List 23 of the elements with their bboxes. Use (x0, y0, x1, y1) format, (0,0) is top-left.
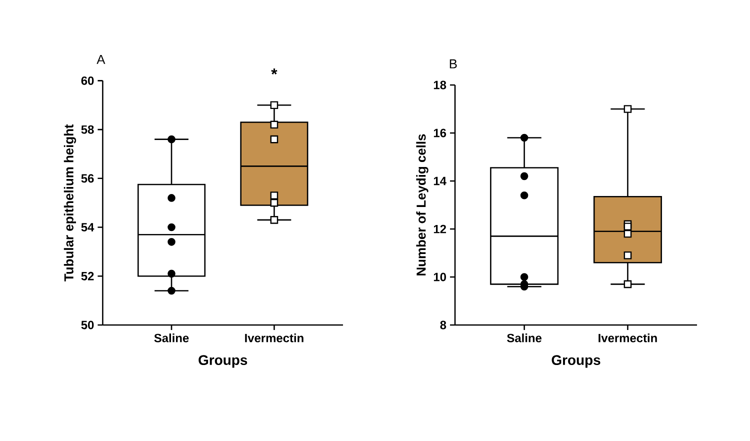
y-tick-label: 54 (81, 223, 94, 232)
y-tick-label: 60 (81, 76, 94, 85)
x-tick-label: Ivermectin (245, 334, 304, 342)
y-tick-label: 56 (81, 174, 94, 183)
y-tick-label: 8 (440, 320, 446, 330)
y-tick-label: 14 (434, 176, 446, 186)
y-tick-label: 50 (81, 320, 94, 330)
text: * (271, 68, 278, 74)
y-axis-title: Tubular epithelium height (64, 124, 76, 282)
x-tick-label: Saline (154, 334, 189, 342)
y-tick-label: 12 (434, 224, 446, 234)
y-tick-label: 18 (434, 80, 446, 90)
chart-title: B (450, 59, 457, 68)
x-axis-title: Groups (552, 355, 600, 368)
x-tick-label: Ivermectin (598, 334, 657, 342)
chart-title: A (96, 54, 106, 64)
x-tick-label: Saline (507, 334, 542, 342)
y-tick-label: 58 (81, 125, 94, 134)
y-tick-label: 52 (81, 272, 94, 280)
y-tick-label: 10 (434, 272, 446, 282)
y-axis-title: Number of Leydig cells (416, 134, 428, 276)
x-axis-title: Groups (198, 355, 248, 368)
y-tick-label: 16 (434, 128, 446, 138)
